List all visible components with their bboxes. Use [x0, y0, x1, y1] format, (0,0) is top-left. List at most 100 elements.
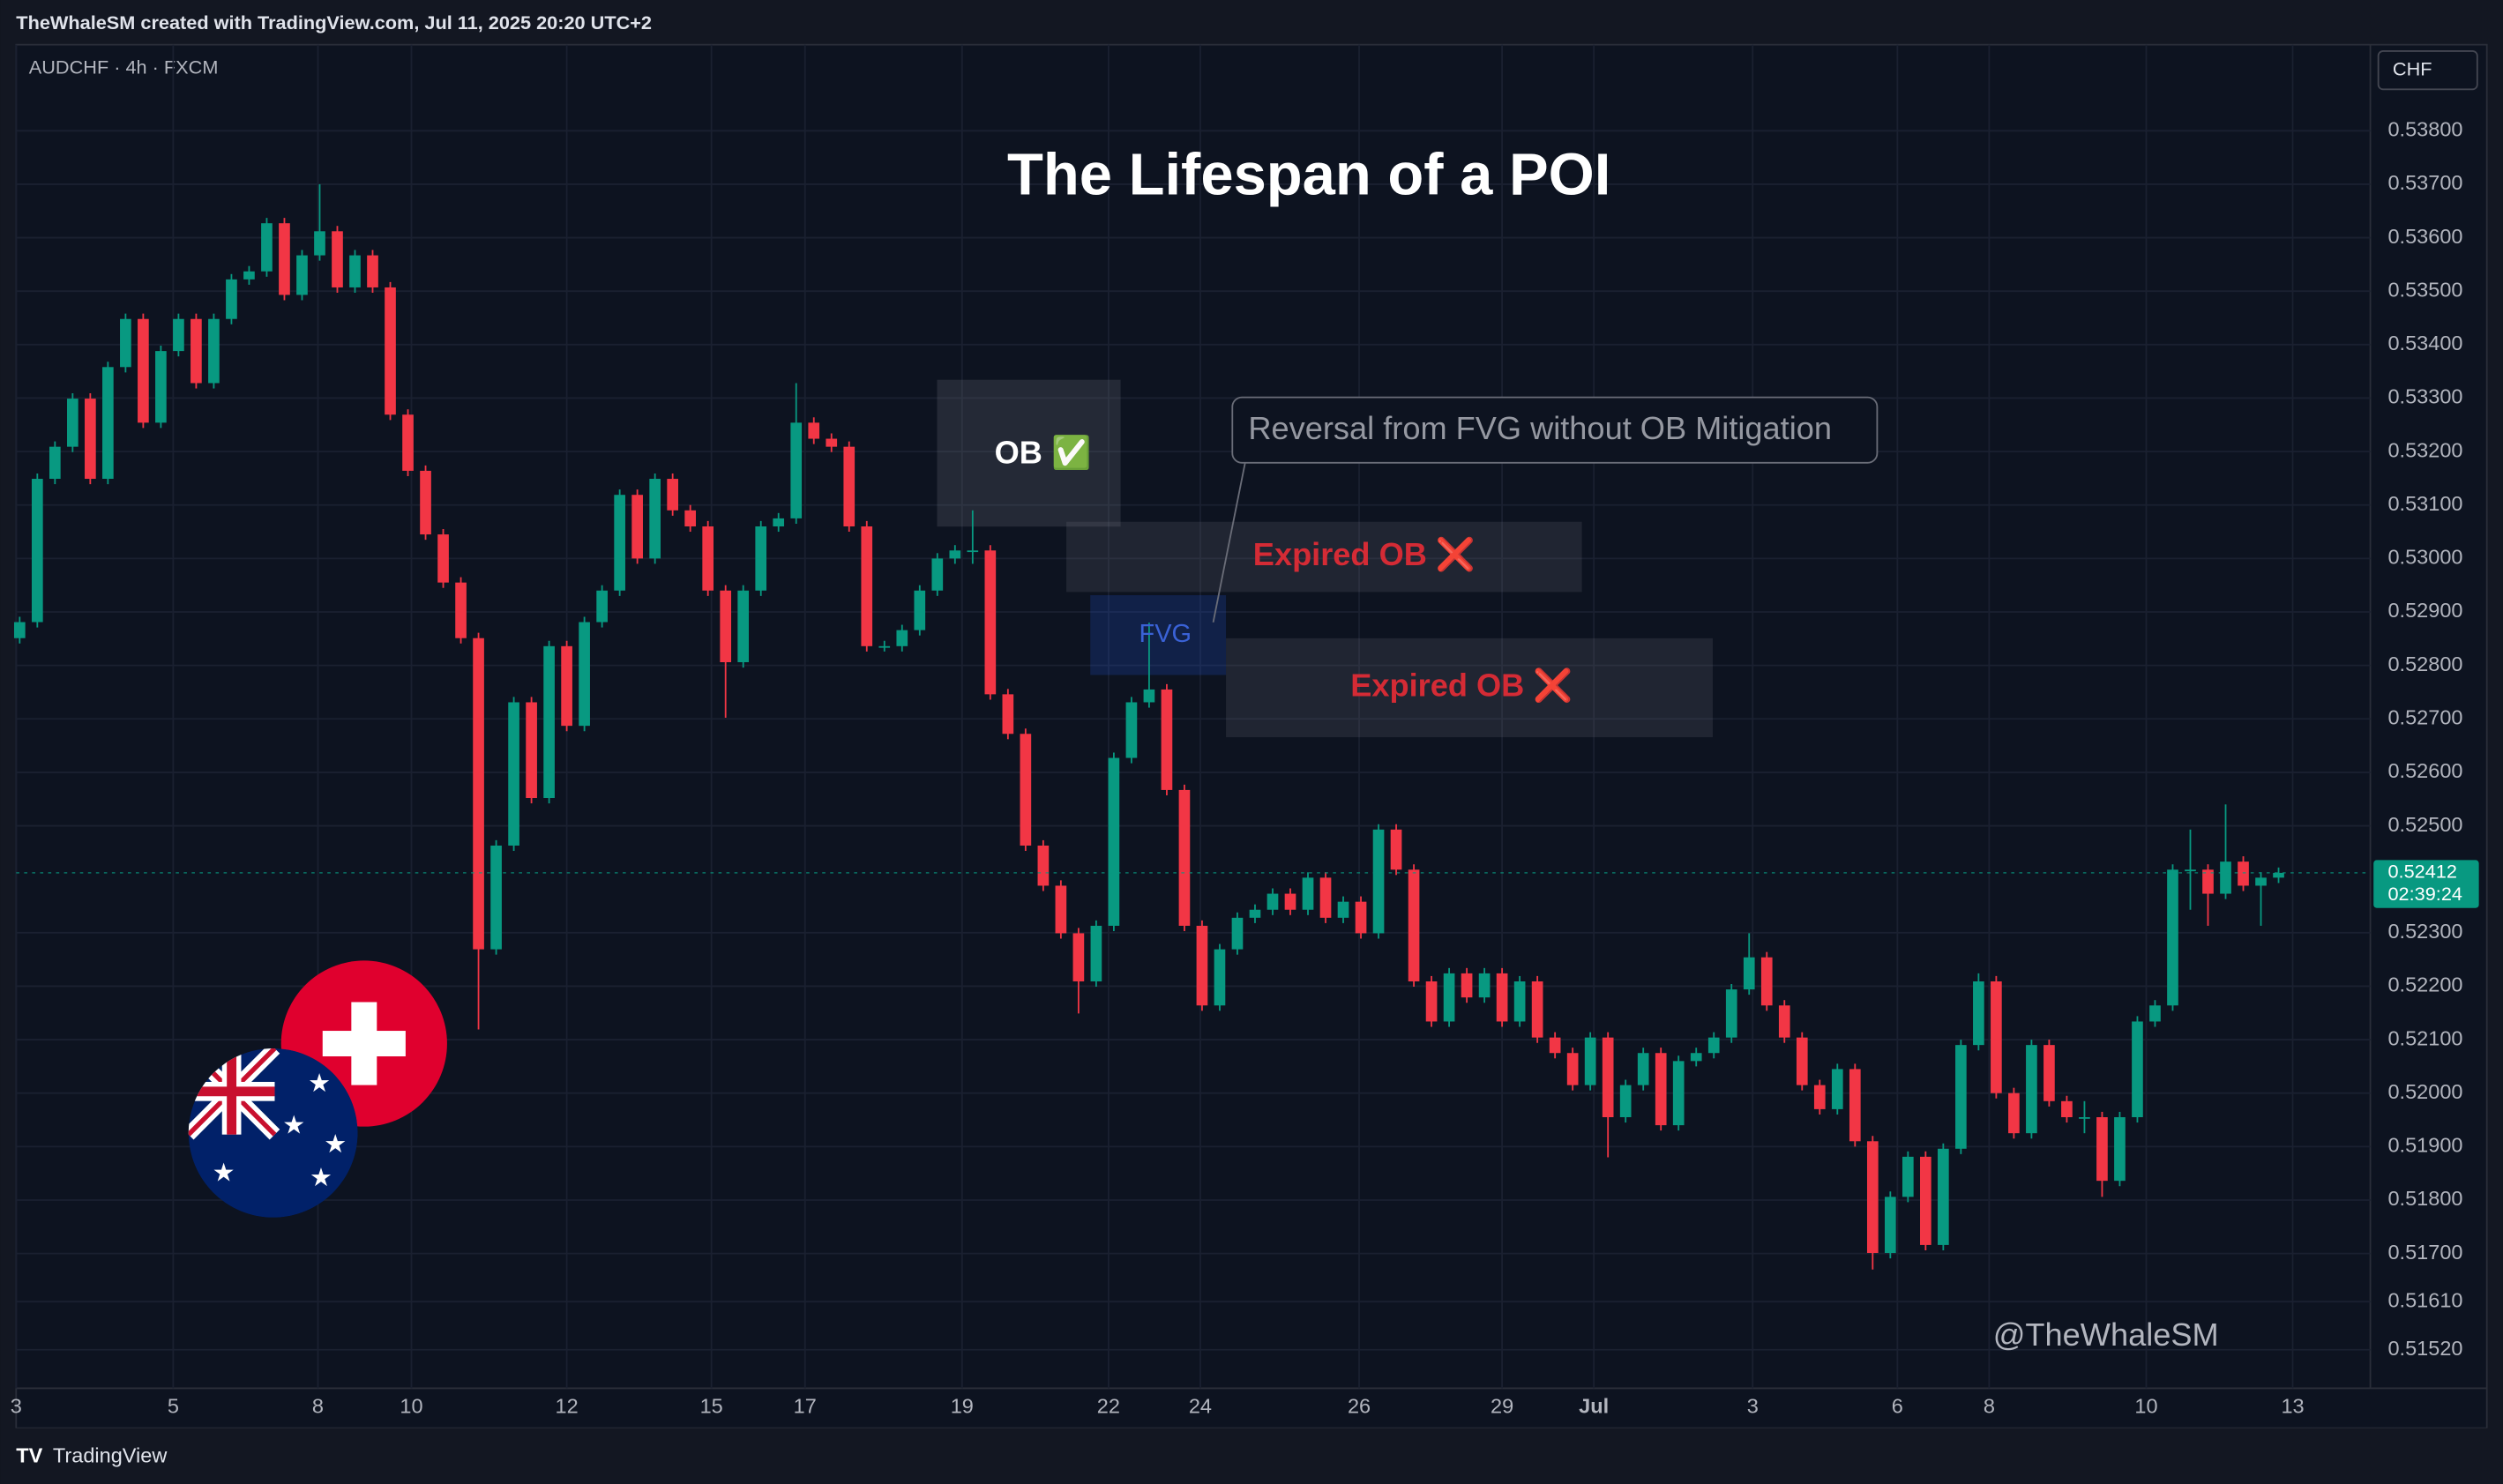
candle-body — [543, 645, 555, 799]
candle-body — [808, 422, 820, 439]
y-tick-label: 0.52200 — [2387, 973, 2462, 996]
candle-body — [2202, 869, 2214, 894]
x-tick-label: 29 — [1491, 1394, 1513, 1417]
candle-body — [1813, 1085, 1826, 1109]
candle-body — [1408, 869, 1420, 981]
svg-text:★: ★ — [282, 1111, 305, 1139]
candle-body — [508, 702, 519, 846]
candle-body — [332, 231, 343, 287]
candle-body — [243, 271, 255, 280]
candle-body — [773, 518, 785, 526]
candle-body — [1973, 981, 1984, 1046]
candle-body — [649, 479, 661, 559]
fvg-label: FVG — [1139, 620, 1192, 648]
y-tick-label: 0.53800 — [2387, 118, 2462, 141]
candle-body — [967, 550, 979, 553]
candle-body — [296, 255, 308, 295]
logo-mark[interactable]: TV — [16, 1443, 42, 1466]
candle-body — [349, 255, 361, 287]
currency-box[interactable] — [2377, 50, 2478, 91]
y-tick-label: 0.52600 — [2387, 759, 2462, 782]
fvg-zone — [1090, 595, 1227, 675]
candle-body — [1566, 1053, 1579, 1085]
y-tick-label: 0.51700 — [2387, 1241, 2462, 1264]
australian-flag: ★★★★★ — [188, 1048, 358, 1218]
y-tick-label: 0.53700 — [2387, 171, 2462, 194]
y-tick-label: 0.53400 — [2387, 332, 2462, 354]
x-tick-label: 6 — [1892, 1394, 1903, 1417]
svg-text:★: ★ — [308, 1070, 331, 1098]
last-price-label: 0.52412 — [2387, 861, 2456, 883]
candle-body — [2185, 869, 2196, 872]
candle-body — [490, 845, 502, 950]
candle-body — [1214, 949, 1226, 1006]
x-tick-label: 8 — [1984, 1394, 1995, 1417]
candle-body — [1090, 925, 1102, 981]
candle-body — [1672, 1061, 1685, 1126]
x-tick-label: 3 — [1747, 1394, 1759, 1417]
candle-body — [1760, 957, 1773, 1006]
candle-body — [1619, 1085, 1632, 1118]
candle-body — [473, 638, 484, 950]
x-tick-label: 19 — [951, 1394, 974, 1417]
candle-body — [1055, 885, 1067, 934]
x-tick-label: 5 — [168, 1394, 179, 1417]
y-tick-label: 0.53600 — [2387, 225, 2462, 248]
candle-body — [1955, 1045, 1967, 1149]
expired-ob-label: Expired OB ❌ — [1350, 667, 1573, 705]
candle-body — [2255, 877, 2267, 886]
x-tick-label: Jul — [1579, 1394, 1609, 1417]
callout-pointer — [1212, 462, 1246, 623]
candle-body — [367, 255, 378, 287]
candle-body — [314, 231, 325, 256]
y-tick-label: 0.52100 — [2387, 1026, 2462, 1049]
candle-body — [1266, 893, 1279, 910]
candle-body — [1831, 1069, 1843, 1109]
currency[interactable]: CHF — [2393, 57, 2432, 79]
x-tick-label: 26 — [1348, 1394, 1371, 1417]
candle-body — [1549, 1037, 1561, 1054]
candle-body — [579, 622, 590, 727]
y-tick-label: 0.52700 — [2387, 705, 2462, 728]
candle-body — [790, 422, 803, 518]
candle-body — [2149, 1005, 2161, 1022]
candle-body — [191, 318, 202, 384]
candle-body — [2167, 869, 2178, 1006]
x-tick-label: 13 — [2281, 1394, 2304, 1417]
y-tick-label: 0.53200 — [2387, 438, 2462, 461]
candle-body — [1372, 829, 1385, 934]
candle-body — [2043, 1045, 2055, 1101]
candle-body — [1125, 702, 1138, 758]
candle-body — [1496, 973, 1508, 1022]
candle-body — [1884, 1197, 1896, 1254]
x-tick-label: 10 — [2134, 1394, 2157, 1417]
candle-body — [720, 590, 732, 663]
y-tick-label: 0.53000 — [2387, 546, 2462, 569]
candle-body — [1461, 973, 1473, 998]
candle-body — [208, 318, 220, 384]
y-tick-label: 0.53500 — [2387, 278, 2462, 301]
x-tick-label: 12 — [556, 1394, 579, 1417]
callout-text: Reversal from FVG without OB Mitigation — [1248, 410, 1832, 446]
candle-body — [2096, 1117, 2108, 1182]
candle-body — [984, 550, 997, 695]
x-tick-label: 3 — [11, 1394, 22, 1417]
symbol: AUDCHF · 4h · FXCM — [29, 56, 219, 78]
candle-body — [596, 590, 608, 623]
candle-body — [2079, 1117, 2090, 1119]
brand[interactable]: TradingView — [53, 1443, 168, 1466]
candle-body — [561, 645, 572, 727]
candle-body — [1337, 901, 1349, 918]
candle-body — [1143, 689, 1155, 703]
y-tick-label: 0.53300 — [2387, 385, 2462, 408]
y-tick-label: 0.52500 — [2387, 813, 2462, 836]
candle-body — [1866, 1141, 1879, 1254]
callout-box — [1231, 396, 1879, 464]
candle-body — [2026, 1045, 2037, 1134]
x-tick-label: 24 — [1189, 1394, 1212, 1417]
candle-body — [1602, 1037, 1614, 1118]
chart-title: The Lifespan of a POI — [1007, 141, 1610, 207]
candle-body — [2238, 861, 2249, 886]
candle-body — [737, 590, 750, 663]
candle-body — [420, 470, 431, 535]
